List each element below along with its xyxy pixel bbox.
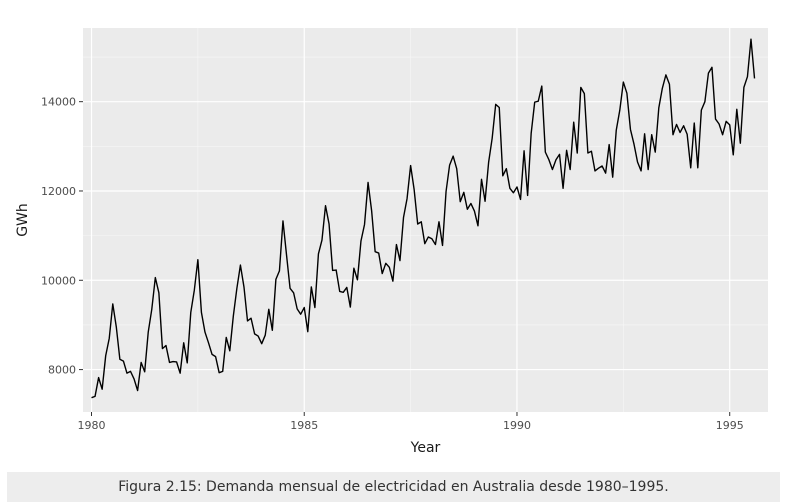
x-tick-label: 1980 [78,419,106,432]
plot-panel [83,28,768,412]
x-tick-label: 1995 [716,419,744,432]
x-tick-label: 1990 [503,419,531,432]
figure-caption: Figura 2.15: Demanda mensual de electric… [118,479,669,495]
x-tick-label: 1985 [290,419,318,432]
series-line [91,38,756,399]
y-tick-label: 14000 [41,96,76,109]
chart: 1980 1985 1990 1995 8000 10000 12000 14000 Year G… [15,28,768,456]
line-chart: 1980 1985 1990 1995 8000 10000 12000 14000 Year G… [15,28,768,456]
y-tick-label: 10000 [41,274,76,287]
y-tick-label: 12000 [41,185,76,198]
figure-caption-bar: Figura 2.15: Demanda mensual de electric… [7,472,780,502]
y-tick-label: 8000 [48,364,76,377]
x-axis-title: Year [410,440,441,456]
y-axis-title: GWh [15,203,31,237]
